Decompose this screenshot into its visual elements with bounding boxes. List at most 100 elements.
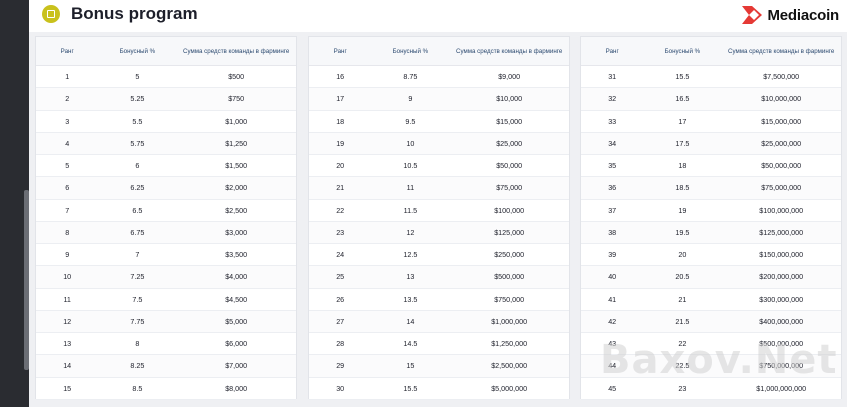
table-row: 35 18 $50,000,000 bbox=[581, 155, 841, 178]
cell-rank: 27 bbox=[336, 316, 345, 326]
table-body: 31 15.5 $7,500,000 32 16.5 $10,000,000 33 17 $15… bbox=[581, 66, 841, 400]
table-row: 21 11 $75,000 bbox=[309, 177, 569, 200]
cell-bonus: 18.5 bbox=[675, 183, 690, 193]
cell-sum: $9,000 bbox=[498, 72, 521, 82]
cell-rank: 9 bbox=[65, 250, 70, 260]
table-row: 2 5.25 $750 bbox=[36, 88, 296, 111]
cell-rank: 39 bbox=[608, 250, 617, 260]
cell-sum: $1,250,000 bbox=[491, 339, 528, 349]
cell-sum: $750,000 bbox=[494, 294, 525, 304]
table-row: 22 11.5 $100,000 bbox=[309, 200, 569, 222]
cell-sum: $1,000,000,000 bbox=[756, 383, 807, 393]
gift-icon bbox=[42, 5, 60, 23]
table-row: 29 15 $2,500,000 bbox=[309, 355, 569, 378]
cell-sum: $300,000,000 bbox=[759, 294, 804, 304]
cell-sum: $25,000,000 bbox=[761, 138, 802, 148]
cell-rank: 18 bbox=[336, 116, 345, 126]
cell-sum: $8,000 bbox=[225, 383, 248, 393]
table-row: 28 14.5 $1,250,000 bbox=[309, 333, 569, 356]
table-row: 26 13.5 $750,000 bbox=[309, 289, 569, 311]
scrollbar[interactable] bbox=[24, 190, 29, 370]
table-row: 4 5.75 $1,250 bbox=[36, 132, 296, 155]
cell-rank: 40 bbox=[608, 272, 617, 282]
cell-rank: 35 bbox=[608, 161, 617, 171]
column-header-bonus: Бонусный % bbox=[119, 47, 156, 55]
table-row: 14 8.25 $7,000 bbox=[36, 355, 296, 378]
cell-rank: 26 bbox=[336, 294, 345, 304]
cell-bonus: 9 bbox=[408, 94, 413, 104]
cell-sum: $2,500,000 bbox=[491, 361, 528, 371]
cell-bonus: 10.5 bbox=[403, 161, 418, 171]
cell-sum: $1,250 bbox=[225, 138, 248, 148]
table-row: 16 8.75 $9,000 bbox=[309, 66, 569, 89]
cell-rank: 37 bbox=[608, 205, 617, 215]
column-header-rank: Ранг bbox=[333, 47, 347, 55]
column-header-rank: Ранг bbox=[605, 47, 619, 55]
cell-bonus: 22.5 bbox=[675, 361, 690, 371]
cell-bonus: 12 bbox=[406, 227, 415, 237]
table-row: 34 17.5 $25,000,000 bbox=[581, 132, 841, 155]
cell-rank: 15 bbox=[63, 383, 72, 393]
table-row: 33 17 $15,000,000 bbox=[581, 111, 841, 133]
column-header-sum: Сумма средств команды в фарминге bbox=[728, 47, 835, 55]
table-header: Ранг Бонусный % Сумма средств команды в … bbox=[36, 37, 296, 66]
cell-rank: 3 bbox=[65, 116, 70, 126]
cell-bonus: 10 bbox=[406, 138, 415, 148]
cell-sum: $75,000 bbox=[496, 183, 523, 193]
cell-bonus: 15 bbox=[406, 361, 415, 371]
cell-bonus: 5 bbox=[135, 72, 140, 82]
cell-rank: 43 bbox=[608, 339, 617, 349]
cell-sum: $75,000,000 bbox=[761, 183, 802, 193]
cell-bonus: 8.75 bbox=[403, 72, 418, 82]
cell-bonus: 16.5 bbox=[675, 94, 690, 104]
table-row: 20 10.5 $50,000 bbox=[309, 155, 569, 178]
bonus-table-3: Ранг Бонусный % Сумма средств команды в … bbox=[580, 36, 842, 400]
cell-bonus: 20 bbox=[678, 250, 687, 260]
cell-rank: 1 bbox=[65, 72, 70, 82]
cell-rank: 30 bbox=[336, 383, 345, 393]
table-row: 13 8 $6,000 bbox=[36, 333, 296, 356]
cell-sum: $4,500 bbox=[225, 294, 248, 304]
table-row: 39 20 $150,000,000 bbox=[581, 244, 841, 267]
cell-rank: 19 bbox=[336, 138, 345, 148]
cell-rank: 10 bbox=[63, 272, 72, 282]
table-row: 43 22 $500,000,000 bbox=[581, 333, 841, 356]
table-row: 37 19 $100,000,000 bbox=[581, 200, 841, 222]
cell-rank: 5 bbox=[65, 161, 70, 171]
cell-bonus: 15.5 bbox=[675, 72, 690, 82]
cell-sum: $4,000 bbox=[225, 272, 248, 282]
table-row: 36 18.5 $75,000,000 bbox=[581, 177, 841, 200]
table-row: 6 6.25 $2,000 bbox=[36, 177, 296, 200]
bonus-table-2: Ранг Бонусный % Сумма средств команды в … bbox=[308, 36, 570, 400]
cell-rank: 31 bbox=[608, 72, 617, 82]
cell-bonus: 5.5 bbox=[132, 116, 143, 126]
table-row: 19 10 $25,000 bbox=[309, 132, 569, 155]
cell-bonus: 6.25 bbox=[130, 183, 145, 193]
column-header-bonus: Бонусный % bbox=[392, 47, 429, 55]
cell-sum: $1,000 bbox=[225, 116, 248, 126]
table-row: 44 22.5 $750,000,000 bbox=[581, 355, 841, 378]
cell-sum: $500,000 bbox=[494, 272, 525, 282]
table-body: 1 5 $500 2 5.25 $750 3 5.5 $1,000 4 5.75 $1,250 5 6 $1… bbox=[36, 66, 296, 400]
cell-bonus: 17.5 bbox=[675, 138, 690, 148]
cell-bonus: 6.5 bbox=[132, 205, 143, 215]
cell-sum: $200,000,000 bbox=[759, 272, 804, 282]
cell-bonus: 12.5 bbox=[403, 250, 418, 260]
cell-bonus: 9.5 bbox=[405, 116, 416, 126]
cell-rank: 45 bbox=[608, 383, 617, 393]
cell-rank: 4 bbox=[65, 138, 70, 148]
mediacoin-logo-icon bbox=[742, 6, 763, 24]
cell-sum: $5,000,000 bbox=[491, 383, 528, 393]
cell-bonus: 5.75 bbox=[130, 138, 145, 148]
left-sidebar bbox=[0, 0, 29, 407]
table-row: 27 14 $1,000,000 bbox=[309, 310, 569, 333]
cell-sum: $750,000,000 bbox=[759, 361, 804, 371]
brand-name: Mediacoin bbox=[767, 6, 839, 24]
table-row: 42 21.5 $400,000,000 bbox=[581, 310, 841, 333]
cell-bonus: 7.25 bbox=[130, 272, 145, 282]
brand-logo[interactable]: Mediacoin bbox=[740, 2, 839, 28]
column-header-bonus: Бонусный % bbox=[664, 47, 701, 55]
table-row: 17 9 $10,000 bbox=[309, 88, 569, 111]
table-row: 8 6.75 $3,000 bbox=[36, 221, 296, 244]
cell-sum: $100,000,000 bbox=[759, 205, 804, 215]
